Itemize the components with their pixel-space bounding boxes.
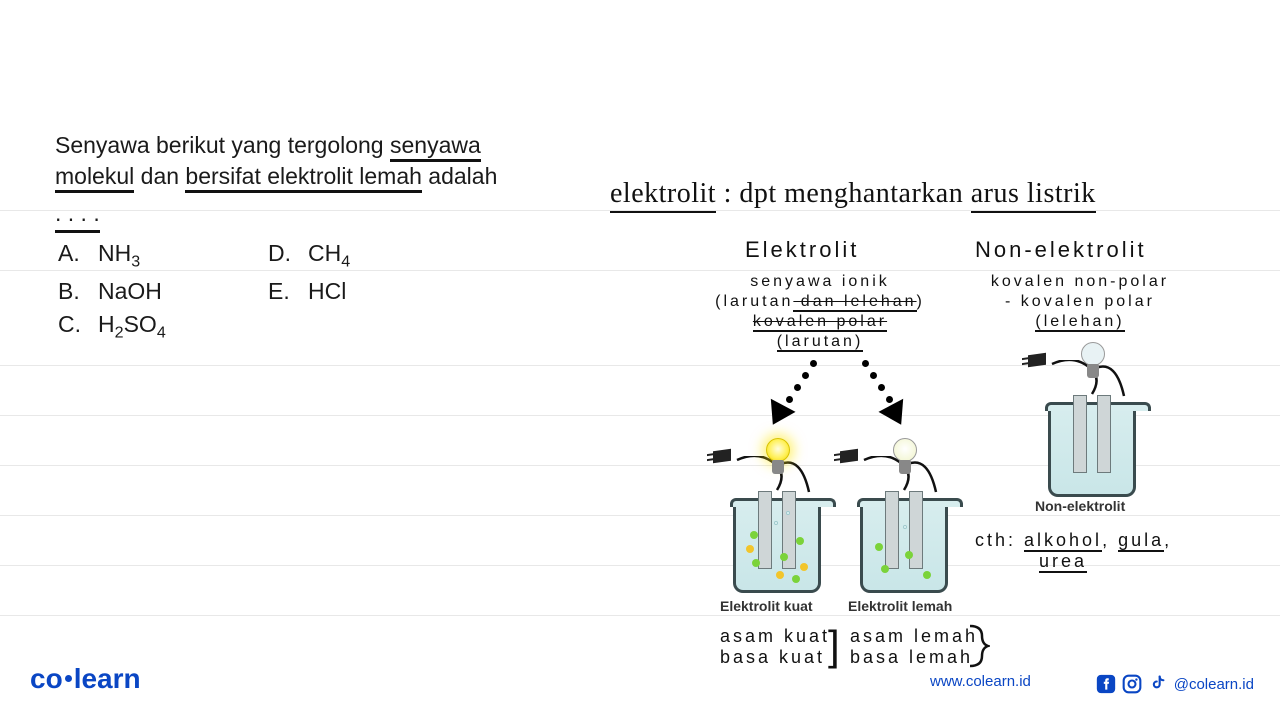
- cth-u2: gula: [1118, 530, 1164, 552]
- question-text: Senyawa berikut yang tergolong senyawa m…: [55, 130, 515, 233]
- bulb-dim-icon: [891, 438, 919, 482]
- colearn-logo: colearn: [30, 663, 141, 695]
- option-c-row: C. H2SO4: [58, 311, 268, 343]
- sub-left-l3: kovalen polar: [753, 313, 887, 332]
- bulb-on-icon: [764, 438, 792, 482]
- definition-line: elektrolit : dpt menghantarkan arus list…: [610, 178, 1096, 210]
- elektrolit-subtext: senyawa ionik (larutan dan lelehan) kova…: [710, 272, 930, 352]
- option-d-letter: D.: [268, 240, 308, 272]
- beaker-strong-electrolyte: [725, 438, 830, 593]
- beaker-icon: [1048, 405, 1136, 497]
- option-d-formula: CH4: [308, 240, 478, 272]
- option-a-letter: A.: [58, 240, 98, 272]
- facebook-icon: [1096, 674, 1116, 694]
- footer-handle: @colearn.id: [1174, 676, 1254, 693]
- question-post: adalah: [422, 163, 497, 189]
- beaker-icon: [733, 501, 821, 593]
- electrode-left-icon: [1073, 395, 1087, 473]
- electrode-left-icon: [885, 491, 899, 569]
- tiktok-icon: [1148, 674, 1168, 694]
- instagram-icon: [1122, 674, 1142, 694]
- beaker-weak-electrolyte: [852, 438, 957, 593]
- cth-u3: urea: [1039, 551, 1087, 573]
- ex-weak-l1: asam lemah: [850, 626, 978, 647]
- ex-strong-l2: basa kuat: [720, 647, 830, 668]
- label-elektrolit-lemah: Elektrolit lemah: [848, 598, 952, 614]
- sub-right-l3: (lelehan): [1035, 313, 1124, 332]
- nonelektrolit-examples: cth: alkohol, gula, urea: [975, 530, 1172, 572]
- beaker-icon: [860, 501, 948, 593]
- examples-strong: asam kuat basa kuat: [720, 626, 830, 668]
- option-c-letter: C.: [58, 311, 98, 343]
- option-b-formula: NaOH: [98, 278, 268, 305]
- definition-underline: arus listrik: [971, 178, 1096, 213]
- logo-part-a: co: [30, 663, 63, 694]
- cth-label: cth:: [975, 530, 1024, 550]
- ex-weak-l2: basa lemah: [850, 647, 978, 668]
- question-underline-1: senyawa: [390, 132, 481, 162]
- option-a-row: A. NH3: [58, 240, 268, 272]
- cth-sep: ,: [1102, 530, 1118, 550]
- ex-strong-l1: asam kuat: [720, 626, 830, 647]
- footer-socials: @colearn.id: [1096, 674, 1254, 694]
- sub-right-bullet: - kovalen polar: [965, 292, 1195, 312]
- cth-u1: alkohol: [1024, 530, 1102, 552]
- column-header-elektrolit: Elektrolit: [745, 237, 859, 263]
- brace-icon: ]: [828, 622, 840, 670]
- option-b-row: B. NaOH: [58, 278, 268, 305]
- bulb-off-icon: [1079, 342, 1107, 386]
- sub-right-l1: kovalen non-polar: [965, 272, 1195, 292]
- option-a-formula: NH3: [98, 240, 268, 272]
- sub-left-l2-post: ): [917, 293, 925, 310]
- nonelektrolit-subtext: kovalen non-polar - kovalen polar (leleh…: [965, 272, 1195, 332]
- answer-options: A. NH3 B. NaOH C. H2SO4 D. CH4 E. HCl: [58, 240, 478, 348]
- definition-term: elektrolit: [610, 178, 716, 213]
- option-b-letter: B.: [58, 278, 98, 305]
- definition-pre: dpt menghantarkan: [739, 178, 970, 209]
- sub-left-l1: senyawa ionik: [710, 272, 930, 292]
- label-elektrolit-kuat: Elektrolit kuat: [720, 598, 813, 614]
- beaker-non-electrolyte: [1040, 342, 1145, 497]
- question-dots: . . . .: [55, 198, 100, 233]
- logo-dot-icon: [65, 675, 72, 682]
- question-mid2: dan: [134, 163, 185, 189]
- question-mid1: molekul: [55, 163, 134, 193]
- option-e-row: E. HCl: [268, 278, 478, 305]
- column-header-nonelektrolit: Non-elektrolit: [975, 237, 1147, 263]
- sub-left-l2-pre: (larutan: [715, 293, 793, 310]
- question-underline-2: bersifat elektrolit lemah: [185, 163, 422, 193]
- option-e-letter: E.: [268, 278, 308, 305]
- logo-part-b: learn: [74, 663, 141, 694]
- curly-brace-icon: [966, 624, 990, 668]
- option-c-formula: H2SO4: [98, 311, 268, 343]
- label-non-elektrolit: Non-elektrolit: [1035, 498, 1125, 514]
- option-d-row: D. CH4: [268, 240, 478, 272]
- examples-weak: asam lemah basa lemah: [850, 626, 978, 668]
- electrode-left-icon: [758, 491, 772, 569]
- electrode-right-icon: [1097, 395, 1111, 473]
- sub-left-l4: (larutan): [777, 333, 864, 352]
- option-e-formula: HCl: [308, 278, 478, 305]
- sub-left-l2-strike: dan lelehan: [793, 293, 916, 312]
- definition-colon: :: [716, 178, 739, 209]
- cth-sep2: ,: [1164, 530, 1172, 550]
- footer-url: www.colearn.id: [930, 673, 1031, 690]
- question-pre: Senyawa berikut yang tergolong: [55, 132, 390, 158]
